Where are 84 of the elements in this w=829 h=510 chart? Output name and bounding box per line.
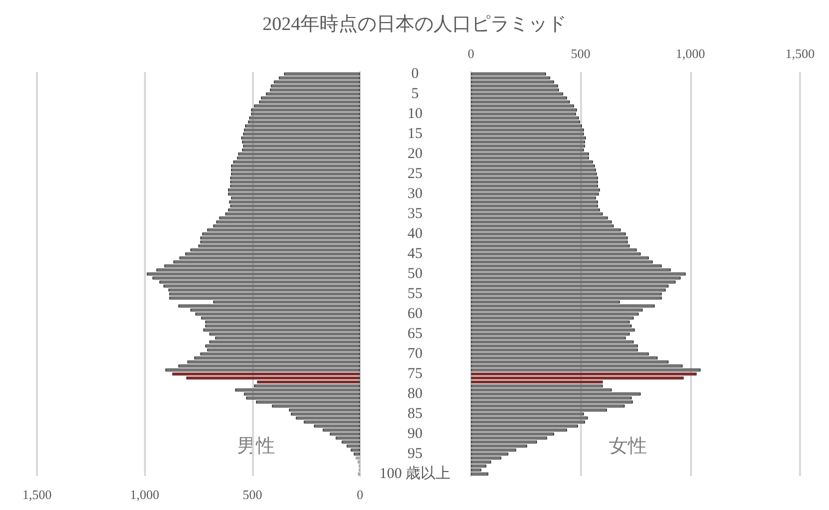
y-tick-label: 55 bbox=[408, 286, 422, 302]
y-tick-label: 70 bbox=[408, 346, 422, 362]
bar bbox=[231, 196, 360, 200]
x2-tick-label: 0 bbox=[468, 46, 474, 61]
bar bbox=[251, 108, 360, 112]
bar bbox=[216, 220, 360, 224]
bar bbox=[229, 200, 360, 204]
bar bbox=[246, 396, 360, 400]
x2-tick-label: 1,500 bbox=[785, 46, 815, 61]
bar bbox=[290, 412, 360, 416]
text: 女性 bbox=[609, 436, 647, 457]
x2-tick-label: 1,000 bbox=[676, 46, 705, 61]
bar bbox=[254, 104, 360, 108]
bar bbox=[243, 144, 360, 148]
bar bbox=[350, 448, 360, 452]
bar bbox=[230, 184, 360, 188]
y-tick-label: 0 bbox=[411, 66, 419, 82]
y-tick-label: 35 bbox=[408, 206, 422, 222]
y-tick-label: 75 bbox=[408, 366, 422, 382]
bar bbox=[245, 124, 360, 128]
bar bbox=[251, 112, 360, 116]
bar bbox=[249, 116, 360, 120]
bar bbox=[209, 340, 360, 344]
bar bbox=[274, 80, 360, 84]
bar bbox=[260, 96, 360, 100]
bar bbox=[230, 204, 360, 208]
bar bbox=[205, 344, 360, 348]
bar bbox=[146, 272, 360, 276]
bar bbox=[205, 320, 360, 324]
bar bbox=[231, 164, 360, 168]
y-tick-label: 95 bbox=[408, 446, 422, 462]
y-tick-label: 80 bbox=[408, 386, 422, 402]
bar bbox=[238, 152, 360, 156]
x-tick-label: 0 bbox=[356, 487, 364, 502]
bar bbox=[200, 236, 360, 240]
bar bbox=[219, 216, 360, 220]
y-tick-label: 10 bbox=[408, 106, 422, 122]
x-tick-label: 1,500 bbox=[22, 487, 52, 502]
y-tick-label: 85 bbox=[408, 406, 422, 422]
text: 2024年時点の日本の人口ピラミッド bbox=[262, 14, 566, 35]
y-tick-label: 5 bbox=[411, 86, 419, 102]
bar bbox=[203, 328, 360, 332]
y-tick-label: 15 bbox=[408, 126, 422, 142]
y-tick-label: 60 bbox=[408, 306, 422, 322]
bar bbox=[228, 188, 360, 192]
y-tick-label: 100 歳以上 bbox=[379, 465, 451, 482]
bar bbox=[228, 208, 360, 212]
bar bbox=[200, 240, 360, 244]
bar bbox=[233, 160, 360, 164]
x-tick-label: 1,000 bbox=[130, 487, 160, 502]
bar bbox=[228, 192, 360, 196]
bar bbox=[243, 132, 360, 136]
bar bbox=[242, 140, 360, 144]
bar bbox=[178, 304, 360, 308]
y-tick-label: 40 bbox=[408, 226, 422, 242]
bar bbox=[231, 172, 360, 176]
bar bbox=[248, 120, 360, 124]
y-tick-label: 30 bbox=[408, 186, 422, 202]
x2-tick-label: 500 bbox=[570, 46, 590, 61]
y-tick-label: 20 bbox=[408, 146, 422, 162]
bar bbox=[242, 148, 360, 152]
bar bbox=[244, 128, 360, 132]
x-tick-label: 500 bbox=[242, 487, 262, 502]
bar bbox=[237, 156, 360, 160]
bar bbox=[270, 84, 360, 88]
bar bbox=[241, 136, 360, 140]
bar bbox=[354, 452, 360, 456]
bar bbox=[270, 88, 360, 92]
bar bbox=[231, 168, 360, 172]
bar bbox=[169, 296, 360, 300]
bar bbox=[163, 284, 360, 288]
bar bbox=[205, 324, 360, 328]
bar bbox=[202, 232, 360, 236]
bar bbox=[230, 176, 360, 180]
bar bbox=[230, 180, 360, 184]
y-tick-label: 50 bbox=[408, 266, 422, 282]
bar bbox=[235, 388, 360, 392]
bar bbox=[356, 456, 360, 460]
bar bbox=[165, 368, 360, 372]
y-tick-label: 25 bbox=[408, 166, 422, 182]
y-tick-label: 65 bbox=[408, 326, 422, 342]
y-tick-label: 45 bbox=[408, 246, 422, 262]
y-tick-label: 90 bbox=[408, 426, 422, 442]
bar bbox=[169, 292, 360, 296]
